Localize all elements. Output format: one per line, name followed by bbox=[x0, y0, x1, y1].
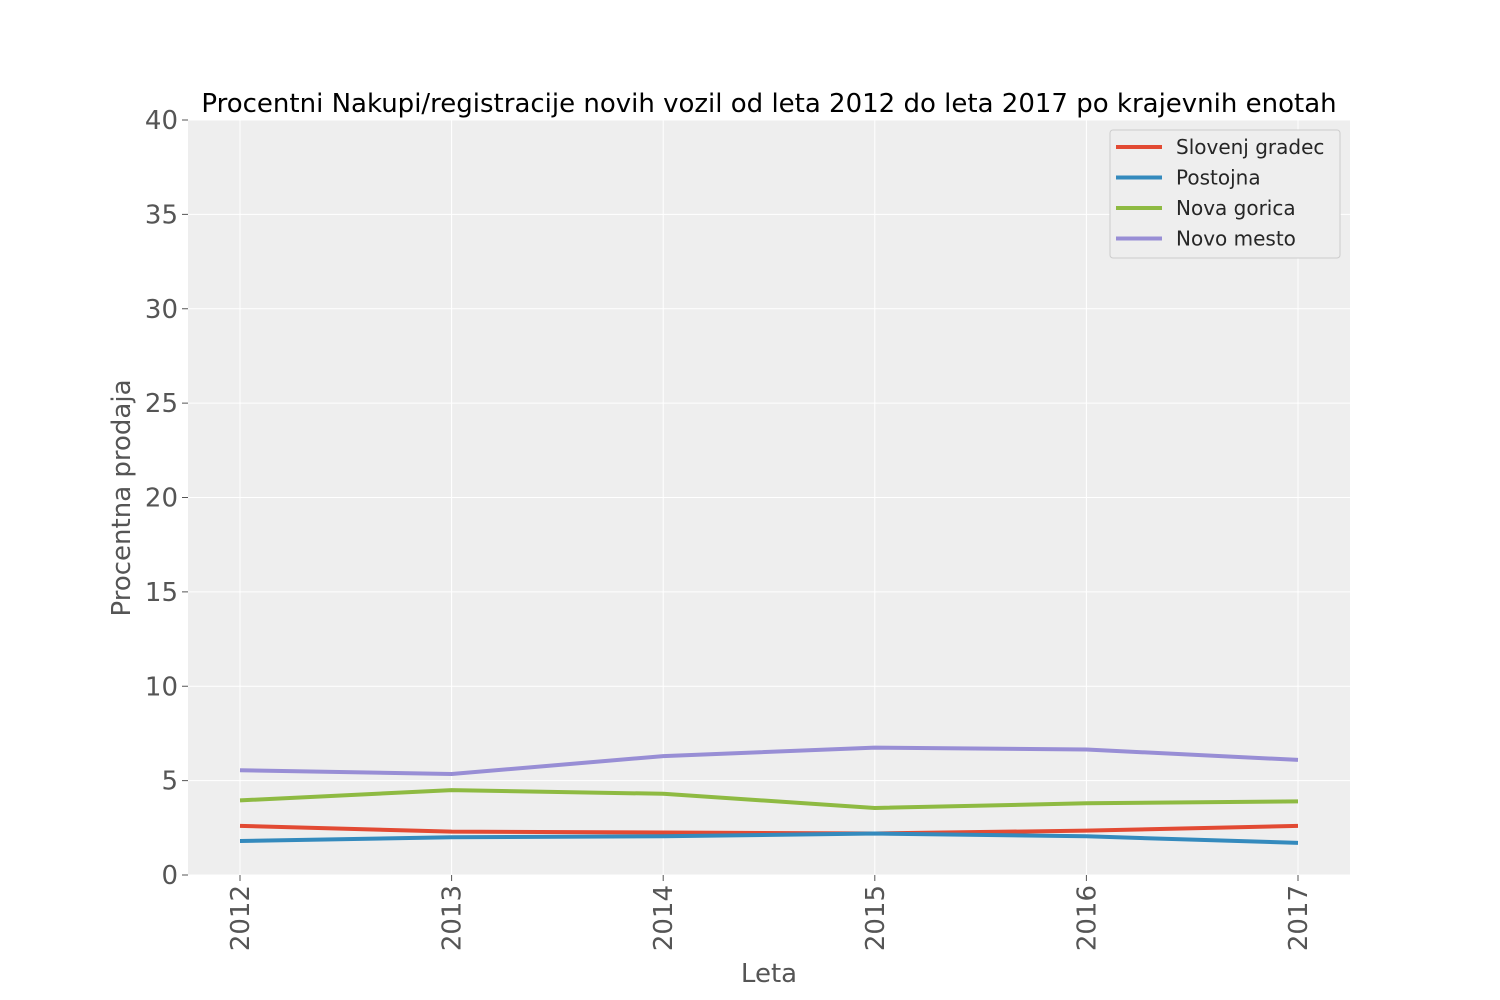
y-tick-label: 0 bbox=[161, 861, 178, 891]
series-line-2 bbox=[239, 788, 1299, 810]
legend-label: Postojna bbox=[1176, 166, 1261, 190]
legend-label: Nova gorica bbox=[1176, 196, 1296, 220]
x-tick-label: 2015 bbox=[861, 885, 891, 951]
y-tick-label: 30 bbox=[145, 295, 178, 325]
y-tick-label: 40 bbox=[145, 106, 178, 136]
y-tick-label: 5 bbox=[161, 767, 178, 797]
y-tick-label: 15 bbox=[145, 578, 178, 608]
legend-label: Slovenj gradec bbox=[1176, 135, 1324, 159]
y-tick-label: 20 bbox=[145, 484, 178, 514]
series-line-3 bbox=[239, 745, 1299, 776]
x-axis-label: Leta bbox=[741, 959, 797, 989]
x-tick-label: 2013 bbox=[438, 885, 468, 951]
y-tick-label: 25 bbox=[145, 389, 178, 419]
grid bbox=[188, 119, 1350, 876]
x-tick-label: 2017 bbox=[1284, 885, 1314, 951]
legend-box bbox=[1109, 129, 1341, 259]
x-tick-label: 2014 bbox=[649, 885, 679, 951]
chart-title: Procentni Nakupi/registracije novih vozi… bbox=[201, 89, 1336, 119]
ticks: 0 5 10 15 20 25 30 35 40 2012 2013 2014 2015 2016 2017 bbox=[145, 106, 1314, 951]
x-tick-label: 2012 bbox=[226, 885, 256, 951]
series-line-1 bbox=[239, 831, 1299, 845]
legend: Slovenj gradec Postojna Nova gorica Novo me… bbox=[1109, 129, 1341, 259]
y-tick-label: 35 bbox=[145, 200, 178, 230]
legend-label: Novo mesto bbox=[1176, 227, 1296, 251]
y-tick-label: 10 bbox=[145, 672, 178, 702]
y-axis-label: Procentna prodaja bbox=[107, 379, 137, 616]
series-lines bbox=[239, 745, 1299, 845]
x-tick-label: 2016 bbox=[1072, 885, 1102, 951]
